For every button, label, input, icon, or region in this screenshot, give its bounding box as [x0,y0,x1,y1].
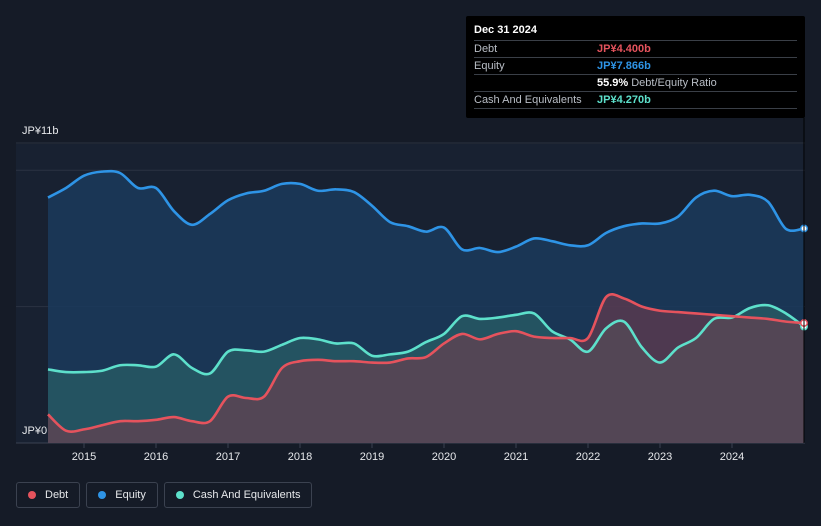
series-areas [48,171,804,444]
tooltip-row-ratio: 55.9% Debt/Equity Ratio [474,74,797,91]
tooltip-row-debt: Debt JP¥4.400b [474,40,797,57]
equity-line [47,169,805,254]
x-axis-ticks: 2015 2016 2017 2018 2019 2020 2021 2022 2023 2024 [72,443,744,463]
x-tick-label: 2022 [576,451,600,463]
x-tick-label: 2018 [288,451,312,463]
legend-label: Cash And Equivalents [192,489,301,501]
legend-label: Equity [115,489,146,501]
legend-item-debt[interactable]: Debt [16,482,81,508]
legend: Debt Equity Cash And Equivalents [16,482,313,508]
tooltip-value-ratio: 55.9% [597,77,629,89]
hover-indicator [800,118,808,443]
tooltip-label: Cash And Equivalents [474,94,582,106]
equity-dot-icon [98,491,107,499]
tooltip-panel: Dec 31 2024 Debt JP¥4.400b Equity JP¥7.8… [466,16,805,118]
x-tick-label: 2017 [216,451,240,463]
x-tick-label: 2023 [648,451,672,463]
legend-item-cash[interactable]: Cash And Equivalents [163,482,313,508]
tooltip-value-equity: JP¥7.866b [597,60,651,72]
cash-and-equivalents-line [47,303,805,376]
legend-label: Debt [45,489,69,501]
x-tick-label: 2019 [360,451,384,463]
y-axis-top-label: JP¥11b [22,125,59,137]
cash-dot-icon [175,491,184,499]
y-axis-bottom-label: JP¥0 [22,425,48,437]
x-tick-label: 2024 [720,451,744,463]
x-tick-label: 2021 [504,451,528,463]
series-lines [47,169,805,433]
tooltip-date: Dec 31 2024 [474,24,537,36]
tooltip-value-cash: JP¥4.270b [597,94,651,106]
x-tick-label: 2020 [432,451,456,463]
tooltip-value-debt: JP¥4.400b [597,43,651,55]
tooltip-label: Equity [474,60,505,72]
tooltip-row-equity: Equity JP¥7.866b [474,57,797,74]
tooltip-row-cash: Cash And Equivalents JP¥4.270b [474,91,797,109]
legend-item-equity[interactable]: Equity [86,482,158,508]
tooltip-ratio-caption: Debt/Equity Ratio [631,77,717,89]
debt-dot-icon [28,491,36,499]
x-tick-label: 2015 [72,451,96,463]
debt-line [47,293,805,433]
tooltip-label: Debt [474,43,498,55]
debt-area [48,294,804,443]
x-tick-label: 2016 [144,451,168,463]
